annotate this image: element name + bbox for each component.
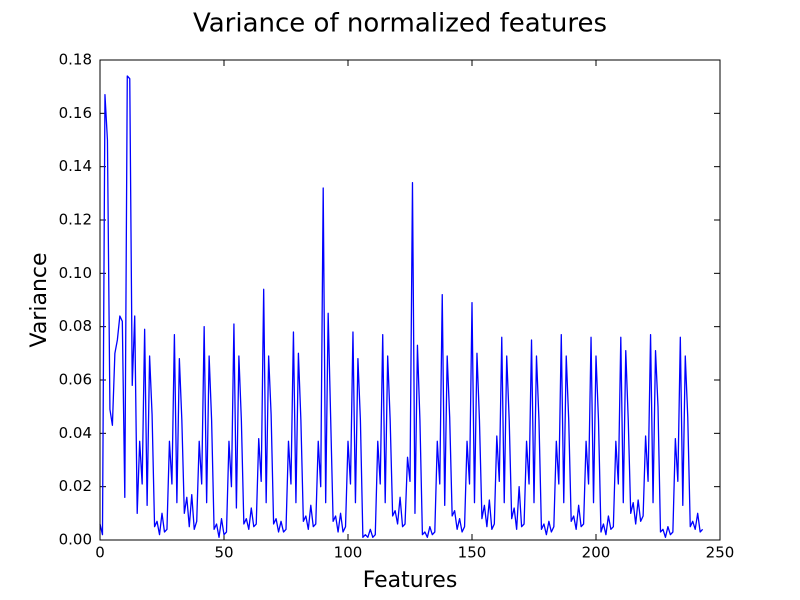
x-tick-label: 150 xyxy=(458,544,487,562)
plot-frame xyxy=(99,59,721,541)
x-tick-label: 250 xyxy=(706,544,735,562)
x-tick-label: 100 xyxy=(334,544,363,562)
y-tick-label: 0.14 xyxy=(59,157,92,175)
y-tick-label: 0.12 xyxy=(59,211,92,229)
y-tick-label: 0.18 xyxy=(59,51,92,69)
y-tick-label: 0.10 xyxy=(59,264,92,282)
y-tick-label: 0.16 xyxy=(59,104,92,122)
y-tick-label: 0.00 xyxy=(59,531,92,549)
x-tick-label: 50 xyxy=(214,544,233,562)
y-tick-label: 0.06 xyxy=(59,371,92,389)
x-tick-label: 0 xyxy=(95,544,105,562)
y-tick-label: 0.02 xyxy=(59,477,92,495)
data-line xyxy=(99,75,704,538)
y-axis-label: Variance xyxy=(27,252,52,347)
chart-title: Variance of normalized features xyxy=(193,9,607,39)
y-tick-label: 0.08 xyxy=(59,317,92,335)
y-tick-label: 0.04 xyxy=(59,424,92,442)
x-tick-label: 200 xyxy=(582,544,611,562)
x-axis-label: Features xyxy=(363,568,458,593)
